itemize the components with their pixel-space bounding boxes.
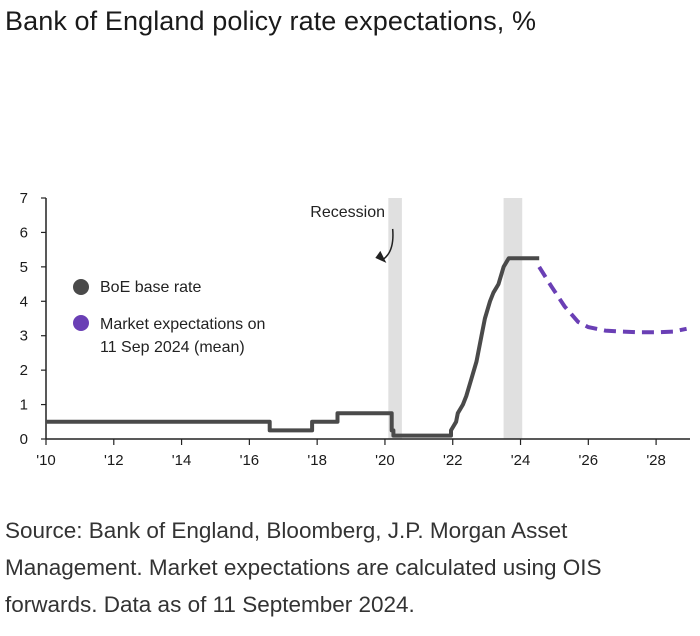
legend: BoE base rate Market expectations on 11 … xyxy=(73,279,265,356)
y-tick-label-0: 0 xyxy=(20,431,28,448)
x-tick-label-'24: '24 xyxy=(511,452,531,469)
recession-annotation: Recession xyxy=(310,204,385,221)
x-tick-label-'22: '22 xyxy=(443,452,463,469)
x-ticks: '10 '12 '14 '16 '18 '20 '22 '24 '26 '28 xyxy=(36,439,666,469)
x-tick-label-'12: '12 xyxy=(104,452,124,469)
recession-band-1 xyxy=(503,198,523,439)
x-tick-label-'16: '16 xyxy=(240,452,260,469)
legend-marker-base-rate xyxy=(73,279,89,295)
x-tick-label-'20: '20 xyxy=(375,452,395,469)
legend-label-expectations-line2: 11 Sep 2024 (mean) xyxy=(100,339,245,356)
y-tick-label-7: 7 xyxy=(20,190,28,207)
y-ticks: 0 1 2 3 4 5 6 7 xyxy=(20,190,46,448)
y-tick-label-4: 4 xyxy=(20,293,28,310)
expectations-line xyxy=(537,265,688,335)
annotation-arrow xyxy=(375,228,394,263)
y-tick-label-2: 2 xyxy=(20,362,28,379)
legend-marker-expectations xyxy=(73,315,89,331)
x-tick-label-'26: '26 xyxy=(579,452,599,469)
recession-bands xyxy=(388,198,523,439)
legend-label-base-rate: BoE base rate xyxy=(100,279,202,296)
recession-band-0 xyxy=(388,198,402,439)
y-tick-label-1: 1 xyxy=(20,397,28,414)
chart-title: Bank of England policy rate expectations… xyxy=(5,6,537,36)
source-note: Source: Bank of England, Bloomberg, J.P.… xyxy=(5,518,602,617)
y-tick-label-5: 5 xyxy=(20,259,28,276)
y-tick-label-6: 6 xyxy=(20,224,28,241)
x-tick-label-'18: '18 xyxy=(307,452,327,469)
legend-label-expectations-line1: Market expectations on xyxy=(100,316,265,333)
x-tick-label-'28: '28 xyxy=(646,452,666,469)
x-tick-label-'10: '10 xyxy=(36,452,56,469)
base-rate-line xyxy=(46,256,540,438)
x-tick-label-'14: '14 xyxy=(172,452,192,469)
y-tick-label-3: 3 xyxy=(20,328,28,345)
